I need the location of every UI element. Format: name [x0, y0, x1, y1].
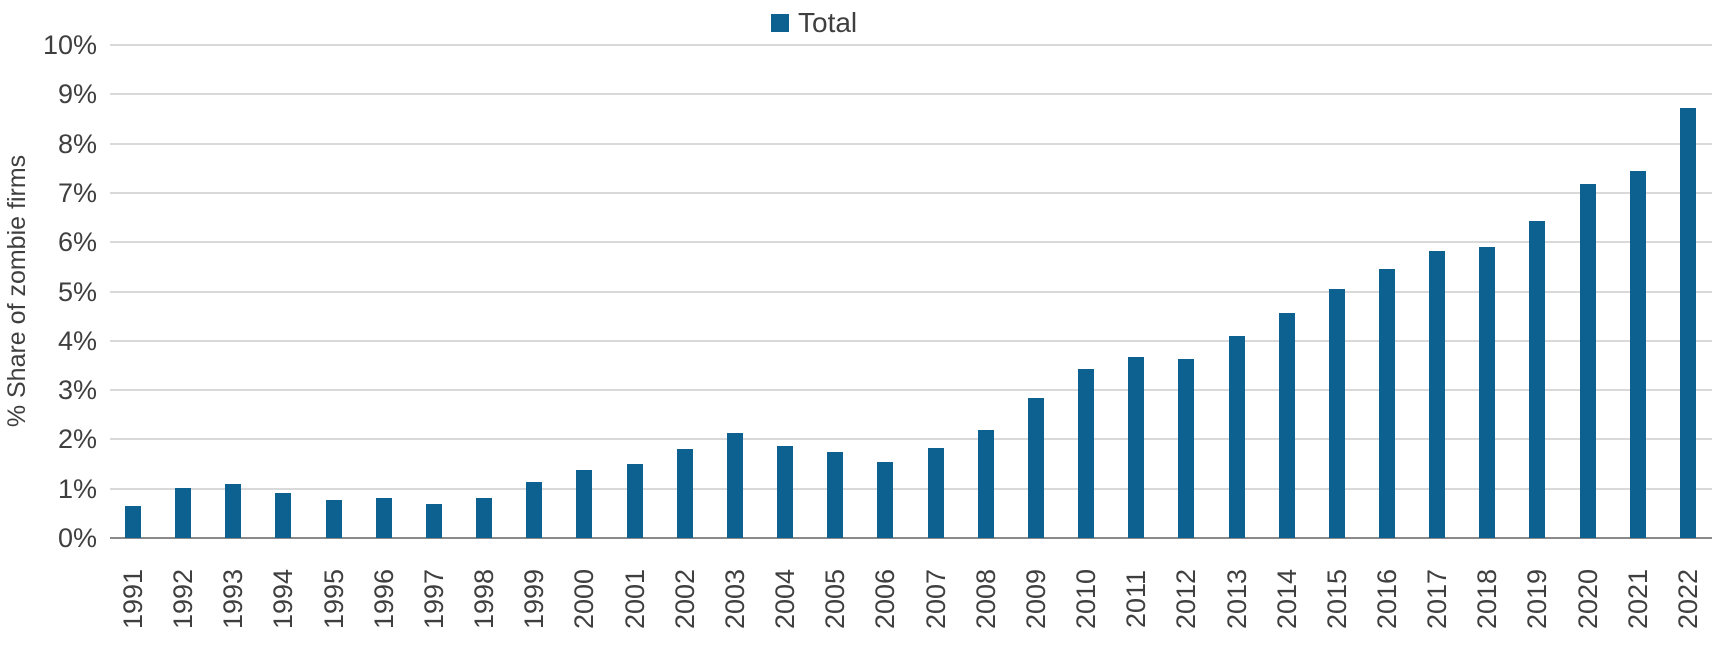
bar-1999	[526, 482, 543, 538]
bar-2016	[1379, 268, 1395, 538]
bar-2021	[1629, 170, 1646, 538]
x-tick-label-2019: 2019	[1522, 568, 1553, 630]
y-tick-label-7%: 7%	[57, 177, 97, 208]
y-tick-label-2%: 2%	[57, 424, 97, 455]
y-tick-label-0%: 0%	[57, 523, 97, 553]
plot-area	[110, 44, 1712, 539]
gridline-4%	[110, 339, 1712, 342]
x-axis-line	[110, 537, 1712, 539]
gridline-2%	[110, 438, 1712, 441]
bar-2011	[1128, 356, 1145, 538]
bar-2006	[877, 462, 894, 538]
gridline-7%	[110, 191, 1712, 194]
x-tick-label-2004: 2004	[770, 568, 801, 630]
y-tick-label-8%: 8%	[57, 128, 97, 159]
gridline-9%	[110, 93, 1712, 96]
x-tick-label-1998: 1998	[469, 568, 500, 630]
bar-2019	[1529, 221, 1546, 538]
x-tick-label-1999: 1999	[519, 568, 550, 630]
x-tick-label-1996: 1996	[368, 568, 399, 630]
x-tick-label-1995: 1995	[318, 568, 349, 630]
x-tick-label-1992: 1992	[168, 568, 199, 630]
x-tick-label-2021: 2021	[1622, 568, 1653, 630]
gridline-1%	[110, 487, 1712, 490]
bar-2022	[1679, 108, 1696, 538]
bar-1996	[375, 498, 392, 538]
legend-swatch-total	[771, 14, 789, 32]
gridline-10%	[110, 44, 1712, 46]
gridline-3%	[110, 389, 1712, 392]
y-tick-label-6%: 6%	[57, 227, 97, 258]
x-tick-label-2013: 2013	[1221, 568, 1252, 630]
bar-2001	[626, 464, 643, 538]
bar-1992	[175, 488, 192, 538]
bar-1995	[325, 499, 342, 538]
bar-1993	[225, 484, 242, 538]
legend-label-total: Total	[798, 7, 858, 38]
x-tick-label-2009: 2009	[1020, 568, 1051, 630]
bar-1998	[476, 498, 493, 538]
legend: Total	[771, 9, 857, 37]
bar-2015	[1328, 289, 1345, 538]
x-tick-label-1997: 1997	[418, 568, 449, 630]
x-tick-label-2000: 2000	[569, 568, 600, 630]
bar-2014	[1278, 312, 1295, 538]
x-tick-label-2014: 2014	[1271, 568, 1302, 630]
gridline-8%	[110, 142, 1712, 145]
gridline-6%	[110, 241, 1712, 244]
bar-2012	[1178, 358, 1195, 538]
bar-2004	[777, 446, 794, 538]
x-tick-label-2018: 2018	[1472, 568, 1503, 630]
y-tick-label-3%: 3%	[57, 375, 97, 406]
bar-2008	[977, 429, 994, 538]
x-tick-label-1993: 1993	[218, 568, 249, 630]
bar-2005	[827, 452, 844, 538]
bar-2009	[1027, 398, 1044, 538]
x-tick-label-1991: 1991	[118, 568, 148, 630]
bar-2007	[927, 448, 944, 538]
bar-1991	[125, 505, 141, 538]
bar-2017	[1429, 251, 1446, 538]
x-tick-label-2010: 2010	[1071, 568, 1102, 630]
y-tick-label-1%: 1%	[57, 473, 97, 504]
x-tick-label-2001: 2001	[619, 568, 650, 630]
x-tick-label-2007: 2007	[920, 568, 951, 630]
x-tick-label-2016: 2016	[1372, 568, 1402, 630]
y-tick-label-4%: 4%	[57, 325, 97, 356]
x-tick-label-2017: 2017	[1422, 568, 1453, 630]
x-tick-label-2008: 2008	[970, 568, 1001, 630]
x-tick-label-2020: 2020	[1572, 568, 1603, 630]
gridline-5%	[110, 290, 1712, 293]
x-tick-label-2003: 2003	[719, 568, 750, 630]
y-tick-label-9%: 9%	[57, 79, 97, 110]
bar-2000	[576, 469, 593, 538]
y-tick-label-5%: 5%	[57, 276, 97, 307]
x-tick-label-2022: 2022	[1672, 568, 1703, 630]
bar-1994	[275, 492, 292, 538]
bar-2018	[1479, 247, 1496, 538]
x-tick-label-2006: 2006	[870, 568, 901, 630]
x-tick-label-2011: 2011	[1121, 569, 1152, 629]
x-tick-label-2002: 2002	[669, 568, 700, 630]
bar-2002	[676, 448, 693, 538]
x-tick-label-2005: 2005	[820, 568, 851, 630]
bar-1997	[425, 503, 442, 538]
bar-2010	[1078, 368, 1095, 538]
x-tick-label-2012: 2012	[1171, 568, 1202, 630]
bar-2013	[1228, 336, 1245, 538]
y-tick-label-10%: 10%	[42, 30, 97, 60]
x-tick-label-2015: 2015	[1321, 568, 1352, 630]
bar-2020	[1579, 183, 1596, 538]
bar-2003	[726, 432, 743, 538]
x-tick-label-1994: 1994	[268, 568, 299, 630]
